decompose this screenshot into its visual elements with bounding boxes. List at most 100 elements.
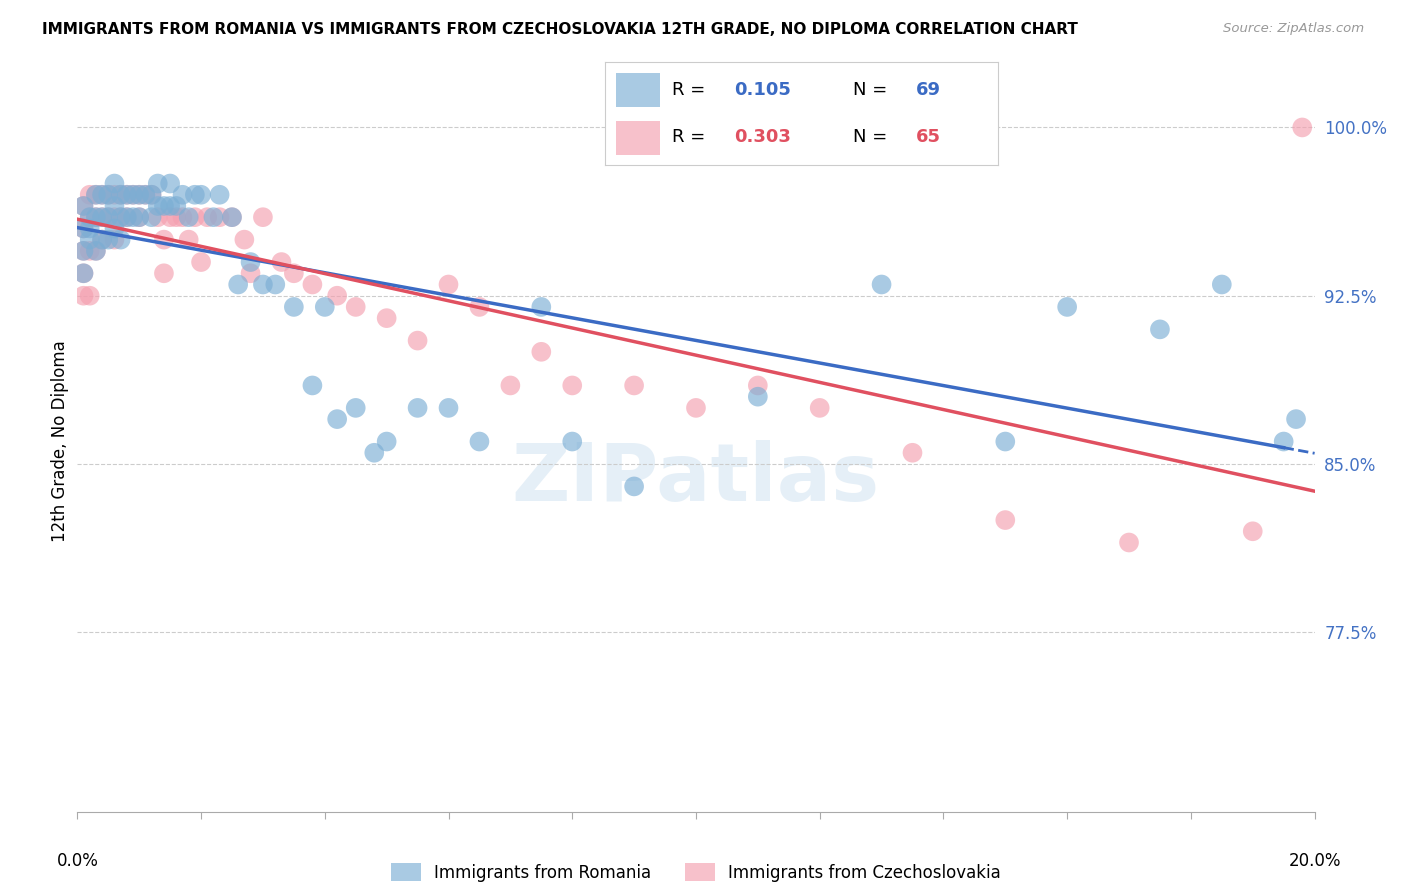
Point: [252, 210, 274, 224]
Text: R =: R =: [672, 81, 710, 99]
Point: [747, 378, 769, 392]
Point: [128, 187, 150, 202]
Point: [375, 434, 398, 449]
Point: [122, 187, 145, 202]
Point: [110, 210, 132, 224]
Point: [103, 233, 125, 247]
Point: [72, 199, 94, 213]
Point: [165, 199, 187, 213]
Point: [103, 187, 125, 202]
Point: [122, 187, 145, 202]
Point: [159, 177, 181, 191]
Point: [1272, 434, 1295, 449]
Point: [165, 210, 187, 224]
Point: [1241, 524, 1264, 539]
Point: [110, 233, 132, 247]
Point: [103, 210, 125, 224]
Point: [301, 378, 323, 392]
Point: [530, 344, 553, 359]
Point: [233, 233, 256, 247]
Point: [153, 233, 176, 247]
Text: N =: N =: [852, 81, 893, 99]
Text: 69: 69: [915, 81, 941, 99]
Point: [153, 266, 176, 280]
Point: [239, 266, 262, 280]
Point: [79, 221, 101, 235]
Point: [84, 244, 107, 258]
Point: [110, 187, 132, 202]
Point: [172, 187, 194, 202]
Point: [84, 210, 107, 224]
Point: [208, 210, 231, 224]
Point: [685, 401, 707, 415]
Point: [72, 244, 94, 258]
Point: [184, 187, 207, 202]
Point: [177, 233, 200, 247]
Point: [406, 334, 429, 348]
Point: [79, 289, 101, 303]
Point: [84, 187, 107, 202]
Legend: Immigrants from Romania, Immigrants from Czechoslovakia: Immigrants from Romania, Immigrants from…: [384, 856, 1008, 888]
Point: [72, 221, 94, 235]
Point: [72, 266, 94, 280]
Point: [97, 187, 120, 202]
Point: [91, 187, 114, 202]
Point: [72, 221, 94, 235]
Point: [141, 187, 163, 202]
FancyBboxPatch shape: [616, 73, 659, 106]
Point: [406, 401, 429, 415]
Point: [1149, 322, 1171, 336]
Point: [326, 289, 349, 303]
Point: [91, 210, 114, 224]
Point: [72, 266, 94, 280]
Text: 0.0%: 0.0%: [56, 852, 98, 870]
Point: [115, 187, 138, 202]
Point: [141, 187, 163, 202]
Point: [1291, 120, 1313, 135]
Point: [79, 187, 101, 202]
Point: [103, 199, 125, 213]
Point: [115, 187, 138, 202]
Point: [128, 210, 150, 224]
Point: [153, 199, 176, 213]
Point: [994, 434, 1017, 449]
Point: [221, 210, 243, 224]
Point: [128, 210, 150, 224]
Point: [97, 233, 120, 247]
Point: [146, 210, 169, 224]
Point: [499, 378, 522, 392]
Point: [301, 277, 323, 292]
Point: [79, 210, 101, 224]
Point: [202, 210, 225, 224]
Point: [870, 277, 893, 292]
Point: [79, 210, 101, 224]
Point: [270, 255, 292, 269]
Point: [159, 210, 181, 224]
Point: [239, 255, 262, 269]
Point: [1118, 535, 1140, 549]
Point: [97, 187, 120, 202]
Point: [1056, 300, 1078, 314]
Point: [1211, 277, 1233, 292]
Point: [79, 233, 101, 247]
Text: Source: ZipAtlas.com: Source: ZipAtlas.com: [1223, 22, 1364, 36]
Point: [283, 300, 305, 314]
Point: [141, 210, 163, 224]
Point: [468, 434, 491, 449]
Point: [134, 187, 156, 202]
Point: [91, 233, 114, 247]
Point: [177, 210, 200, 224]
Y-axis label: 12th Grade, No Diploma: 12th Grade, No Diploma: [51, 341, 69, 542]
Point: [190, 255, 212, 269]
Point: [72, 244, 94, 258]
Point: [97, 210, 120, 224]
Point: [283, 266, 305, 280]
Point: [437, 277, 460, 292]
Point: [561, 434, 583, 449]
Point: [252, 277, 274, 292]
Point: [172, 210, 194, 224]
Point: [747, 390, 769, 404]
Text: N =: N =: [852, 128, 893, 146]
Point: [91, 233, 114, 247]
Point: [84, 210, 107, 224]
